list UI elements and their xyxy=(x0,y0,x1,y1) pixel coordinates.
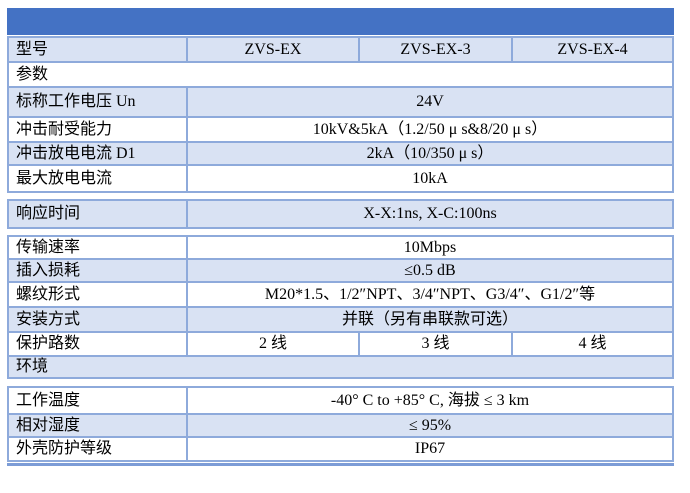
row-value: 10kA xyxy=(186,166,672,191)
row-thread-type: 螺纹形式 M20*1.5、1/2″NPT、3/4″NPT、G3/4″、G1/2″… xyxy=(7,281,674,308)
row-ip-rating: 外壳防护等级 IP67 xyxy=(7,436,674,462)
row-value: 10kV&5kA（1.2/50 μ s&8/20 μ s） xyxy=(186,118,672,141)
protection-value-2wire: 2 线 xyxy=(186,333,358,355)
row-label: 冲击耐受能力 xyxy=(16,120,113,138)
row-label: 冲击放电电流 D1 xyxy=(16,144,136,162)
row-response-time: 响应时间 X-X:1ns, X-C:100ns xyxy=(7,199,674,229)
table-header-bar xyxy=(7,8,674,35)
row-label: 螺纹形式 xyxy=(16,285,81,303)
table-bottom-rule xyxy=(7,463,674,466)
row-label: 相对湿度 xyxy=(16,416,81,434)
section-parameters-label: 参数 xyxy=(16,65,49,83)
row-max-discharge: 最大放电电流 10kA xyxy=(7,164,674,193)
protection-label: 保护路数 xyxy=(16,335,81,352)
row-label: 传输速率 xyxy=(16,238,81,256)
row-label: 外壳防护等级 xyxy=(16,440,113,457)
section-environment-label: 环境 xyxy=(16,358,49,375)
row-impulse-discharge: 冲击放电电流 D1 2kA（10/350 μ s） xyxy=(7,141,674,166)
row-nominal-voltage: 标称工作电压 Un 24V xyxy=(7,86,674,118)
spec-table: 型号 ZVS-EX ZVS-EX-3 ZVS-EX-4 参数 标称工作电压 Un… xyxy=(7,8,674,466)
row-value: IP67 xyxy=(186,438,672,460)
row-surge-withstand: 冲击耐受能力 10kV&5kA（1.2/50 μ s&8/20 μ s） xyxy=(7,116,674,143)
model-label: 型号 xyxy=(16,40,49,58)
row-value: ≤ 95% xyxy=(186,415,672,436)
protection-value-3wire: 3 线 xyxy=(358,333,511,355)
row-value: 并联（另有串联款可选） xyxy=(186,308,672,331)
row-label: 插入损耗 xyxy=(16,261,81,279)
row-value: 10Mbps xyxy=(186,237,672,258)
protection-value-4wire: 4 线 xyxy=(511,333,672,355)
model-value-zvs-ex-4: ZVS-EX-4 xyxy=(511,38,672,61)
section-row-parameters: 参数 xyxy=(7,61,674,88)
row-value: X-X:1ns, X-C:100ns xyxy=(186,201,672,227)
row-value: 2kA（10/350 μ s） xyxy=(186,143,672,164)
row-insertion-loss: 插入损耗 ≤0.5 dB xyxy=(7,258,674,283)
row-relative-humidity: 相对湿度 ≤ 95% xyxy=(7,413,674,438)
row-transmission-rate: 传输速率 10Mbps xyxy=(7,235,674,260)
model-value-zvs-ex-3: ZVS-EX-3 xyxy=(358,38,511,61)
row-value: 24V xyxy=(186,88,672,116)
section-row-environment: 环境 xyxy=(7,355,674,379)
row-value: ≤0.5 dB xyxy=(186,260,672,281)
row-model: 型号 ZVS-EX ZVS-EX-3 ZVS-EX-4 xyxy=(7,36,674,63)
row-value: M20*1.5、1/2″NPT、3/4″NPT、G3/4″、G1/2″等 xyxy=(186,283,672,306)
row-label: 安装方式 xyxy=(16,310,81,328)
row-label: 最大放电电流 xyxy=(16,169,113,187)
row-mounting-method: 安装方式 并联（另有串联款可选） xyxy=(7,306,674,333)
row-label: 标称工作电压 Un xyxy=(16,93,136,110)
row-protection-paths: 保护路数 2 线 3 线 4 线 xyxy=(7,331,674,357)
row-label: 工作温度 xyxy=(16,391,81,409)
row-operating-temperature: 工作温度 -40° C to +85° C, 海拔 ≤ 3 km xyxy=(7,386,674,415)
row-value: -40° C to +85° C, 海拔 ≤ 3 km xyxy=(186,388,672,413)
row-label: 响应时间 xyxy=(16,205,81,222)
model-value-zvs-ex: ZVS-EX xyxy=(186,38,358,61)
